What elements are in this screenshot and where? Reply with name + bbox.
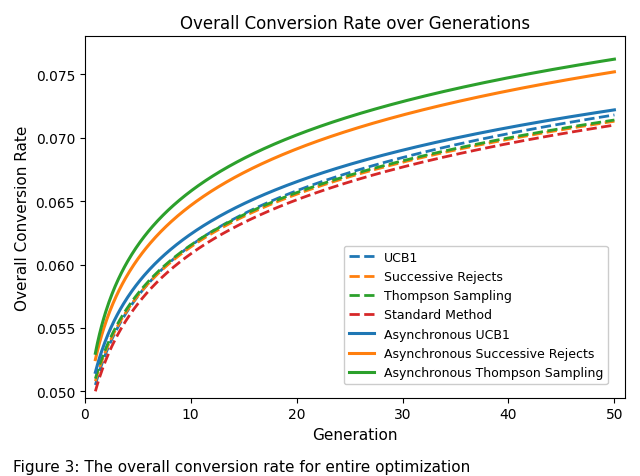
X-axis label: Generation: Generation	[312, 427, 397, 442]
Text: Figure 3: The overall conversion rate for entire optimization: Figure 3: The overall conversion rate fo…	[13, 459, 470, 474]
UCB1	[401, 155, 408, 160]
UCB1	[611, 113, 618, 119]
Standard Method	[338, 182, 346, 188]
Asynchronous UCB1	[611, 108, 618, 113]
UCB1	[517, 129, 525, 135]
Line: Asynchronous Successive Rejects: Asynchronous Successive Rejects	[95, 73, 614, 360]
Standard Method	[611, 123, 618, 129]
Thompson Sampling	[517, 133, 525, 139]
Successive Rejects	[341, 176, 349, 181]
Asynchronous UCB1	[401, 148, 408, 153]
Thompson Sampling	[401, 158, 408, 164]
Standard Method	[341, 181, 349, 187]
Line: Standard Method: Standard Method	[95, 126, 614, 391]
Asynchronous UCB1	[372, 155, 380, 160]
Successive Rejects	[611, 119, 618, 125]
UCB1	[338, 173, 346, 178]
Asynchronous Successive Rejects	[401, 112, 408, 118]
Asynchronous Thompson Sampling	[338, 117, 346, 123]
Thompson Sampling	[341, 174, 349, 180]
Asynchronous Successive Rejects	[341, 129, 349, 135]
Asynchronous UCB1	[92, 370, 99, 376]
Asynchronous Thompson Sampling	[517, 73, 525, 79]
Asynchronous Successive Rejects	[92, 357, 99, 363]
UCB1	[598, 115, 606, 120]
Asynchronous Thompson Sampling	[341, 116, 349, 122]
Asynchronous Successive Rejects	[611, 70, 618, 76]
Thompson Sampling	[611, 118, 618, 124]
Asynchronous UCB1	[517, 123, 525, 129]
Successive Rejects	[92, 378, 99, 384]
Successive Rejects	[517, 135, 525, 140]
Thompson Sampling	[338, 175, 346, 181]
UCB1	[341, 172, 349, 178]
UCB1	[372, 162, 380, 168]
Line: Asynchronous Thompson Sampling: Asynchronous Thompson Sampling	[95, 60, 614, 354]
Successive Rejects	[401, 159, 408, 165]
Successive Rejects	[372, 167, 380, 173]
Line: UCB1: UCB1	[95, 116, 614, 385]
Title: Overall Conversion Rate over Generations: Overall Conversion Rate over Generations	[180, 15, 530, 33]
Line: Asynchronous UCB1: Asynchronous UCB1	[95, 110, 614, 373]
Asynchronous UCB1	[598, 109, 606, 115]
Asynchronous Thompson Sampling	[92, 351, 99, 357]
Line: Successive Rejects: Successive Rejects	[95, 122, 614, 381]
Standard Method	[517, 139, 525, 145]
Standard Method	[598, 125, 606, 130]
Thompson Sampling	[372, 166, 380, 171]
Asynchronous Thompson Sampling	[611, 57, 618, 63]
Successive Rejects	[338, 177, 346, 182]
Thompson Sampling	[598, 120, 606, 126]
Standard Method	[92, 388, 99, 394]
Y-axis label: Overall Conversion Rate: Overall Conversion Rate	[15, 125, 30, 310]
Asynchronous Successive Rejects	[372, 120, 380, 126]
Line: Thompson Sampling: Thompson Sampling	[95, 121, 614, 379]
Asynchronous UCB1	[341, 164, 349, 169]
Asynchronous Thompson Sampling	[401, 99, 408, 105]
Asynchronous Successive Rejects	[338, 131, 346, 137]
Successive Rejects	[598, 121, 606, 127]
Asynchronous Thompson Sampling	[598, 59, 606, 65]
Asynchronous UCB1	[338, 165, 346, 170]
Asynchronous Successive Rejects	[517, 86, 525, 92]
Asynchronous Thompson Sampling	[372, 107, 380, 112]
UCB1	[92, 382, 99, 388]
Asynchronous Successive Rejects	[598, 72, 606, 78]
Standard Method	[372, 172, 380, 178]
Legend: UCB1, Successive Rejects, Thompson Sampling, Standard Method, Asynchronous UCB1,: UCB1, Successive Rejects, Thompson Sampl…	[344, 246, 608, 384]
Standard Method	[401, 164, 408, 170]
Thompson Sampling	[92, 376, 99, 382]
